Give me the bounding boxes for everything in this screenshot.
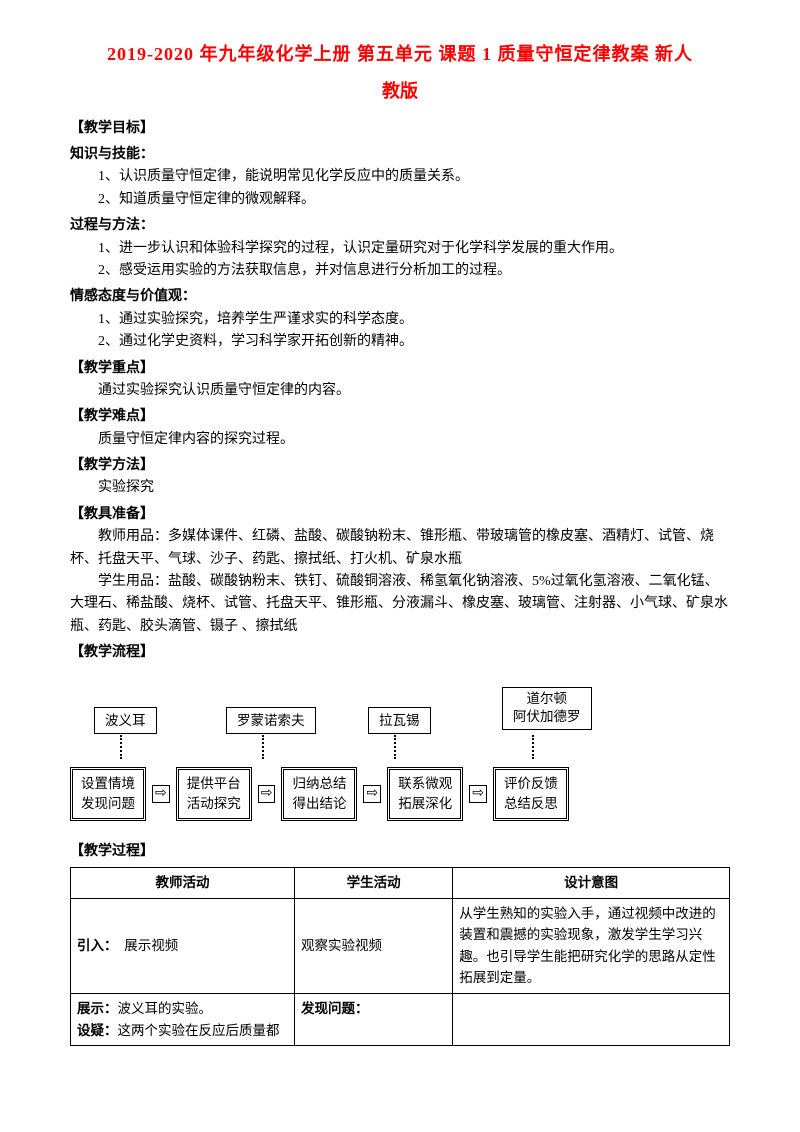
header-student: 学生活动 <box>295 867 453 898</box>
prep-teacher: 教师用品：多媒体课件、红磷、盐酸、碳酸钠粉末、锥形瓶、带玻璃管的橡皮塞、酒精灯、… <box>70 526 730 571</box>
row2-text-a: 波义耳的实验。 <box>118 1001 213 1016</box>
row2-label-b: 设疑： <box>77 1023 118 1038</box>
focus-body: 通过实验探究认识质量守恒定律的内容。 <box>70 380 730 402</box>
process-heading: 【教学过程】 <box>70 841 730 863</box>
attitude-heading: 情感态度与价值观： <box>70 286 730 308</box>
flow-top-box-0: 波义耳 <box>94 707 157 735</box>
flow-step-0: 设置情境发现问题 <box>70 767 146 822</box>
objective-heading: 【教学目标】 <box>70 118 730 140</box>
flow-top-box-2: 拉瓦锡 <box>368 707 431 735</box>
flow-diagram: 波义耳 罗蒙诺索夫 拉瓦锡 道尔顿阿伏加德罗 设置情境发现问题 ⇨ 提供平台活动… <box>70 681 730 831</box>
table-header-row: 教师活动 学生活动 设计意图 <box>71 867 730 898</box>
attitude-item-2: 2、通过化学史资料，学习科学家开拓创新的精神。 <box>70 331 730 353</box>
process-method-heading: 过程与方法： <box>70 215 730 237</box>
row2-label-a: 展示： <box>77 1001 118 1016</box>
flow-step-2: 归纳总结得出结论 <box>281 767 357 822</box>
process-table: 教师活动 学生活动 设计意图 引入： 展示视频 观察实验视频 从学生熟知的实验入… <box>70 867 730 1046</box>
header-teacher: 教师活动 <box>71 867 295 898</box>
flow-arrow-0: ⇨ <box>152 785 170 803</box>
header-design: 设计意图 <box>453 867 730 898</box>
prep-student: 学生用品：盐酸、碳酸钠粉末、铁钉、硫酸铜溶液、稀氢氧化钠溶液、5%过氧化氢溶液、… <box>70 571 730 638</box>
flow-bottom-row: 设置情境发现问题 ⇨ 提供平台活动探究 ⇨ 归纳总结得出结论 ⇨ 联系微观拓展深… <box>70 767 730 822</box>
flow-arrow-1: ⇨ <box>258 785 276 803</box>
flow-heading: 【教学流程】 <box>70 642 730 664</box>
row1-label: 引入： <box>77 938 111 953</box>
flow-step-3: 联系微观拓展深化 <box>387 767 463 822</box>
process-item-2: 2、感受运用实验的方法获取信息，并对信息进行分析加工的过程。 <box>70 260 730 282</box>
row2-text-b: 这两个实验在反应后质量都 <box>118 1023 280 1038</box>
doc-title-line2: 教版 <box>70 77 730 106</box>
process-item-1: 1、进一步认识和体验科学探究的过程，认识定量研究对于化学科学发展的重大作用。 <box>70 238 730 260</box>
knowledge-item-2: 2、知道质量守恒定律的微观解释。 <box>70 189 730 211</box>
attitude-item-1: 1、通过实验探究，培养学生严谨求实的科学态度。 <box>70 309 730 331</box>
method-heading: 【教学方法】 <box>70 455 730 477</box>
knowledge-heading: 知识与技能： <box>70 144 730 166</box>
knowledge-item-1: 1、认识质量守恒定律，能说明常见化学反应中的质量关系。 <box>70 166 730 188</box>
flow-step-4: 评价反馈总结反思 <box>493 767 569 822</box>
flow-arrow-2: ⇨ <box>363 785 381 803</box>
flow-dots-1 <box>262 735 264 759</box>
difficulty-body: 质量守恒定律内容的探究过程。 <box>70 429 730 451</box>
focus-heading: 【教学重点】 <box>70 358 730 380</box>
cell-design-1: 从学生熟知的实验入手，通过视频中改进的装置和震撼的实验现象，激发学生学习兴趣。也… <box>453 898 730 993</box>
table-row: 展示：波义耳的实验。 设疑：这两个实验在反应后质量都 发现问题： <box>71 993 730 1045</box>
doc-title-line1: 2019-2020 年九年级化学上册 第五单元 课题 1 质量守恒定律教案 新人 <box>70 40 730 69</box>
flow-dots-0 <box>120 735 122 759</box>
flow-dots-2 <box>394 735 396 759</box>
method-body: 实验探究 <box>70 477 730 499</box>
flow-arrow-3: ⇨ <box>469 785 487 803</box>
flow-top-box-3: 道尔顿阿伏加德罗 <box>502 687 592 731</box>
cell-teacher-1: 引入： 展示视频 <box>71 898 295 993</box>
cell-teacher-2: 展示：波义耳的实验。 设疑：这两个实验在反应后质量都 <box>71 993 295 1045</box>
cell-design-2 <box>453 993 730 1045</box>
difficulty-heading: 【教学难点】 <box>70 406 730 428</box>
row2-student-label: 发现问题： <box>301 1001 369 1016</box>
flow-step-1: 提供平台活动探究 <box>176 767 252 822</box>
flow-top-box-1: 罗蒙诺索夫 <box>226 707 316 735</box>
prep-heading: 【教具准备】 <box>70 504 730 526</box>
cell-student-2: 发现问题： <box>295 993 453 1045</box>
flow-dots-3 <box>532 735 534 759</box>
row1-text: 展示视频 <box>111 938 179 953</box>
table-row: 引入： 展示视频 观察实验视频 从学生熟知的实验入手，通过视频中改进的装置和震撼… <box>71 898 730 993</box>
cell-student-1: 观察实验视频 <box>295 898 453 993</box>
